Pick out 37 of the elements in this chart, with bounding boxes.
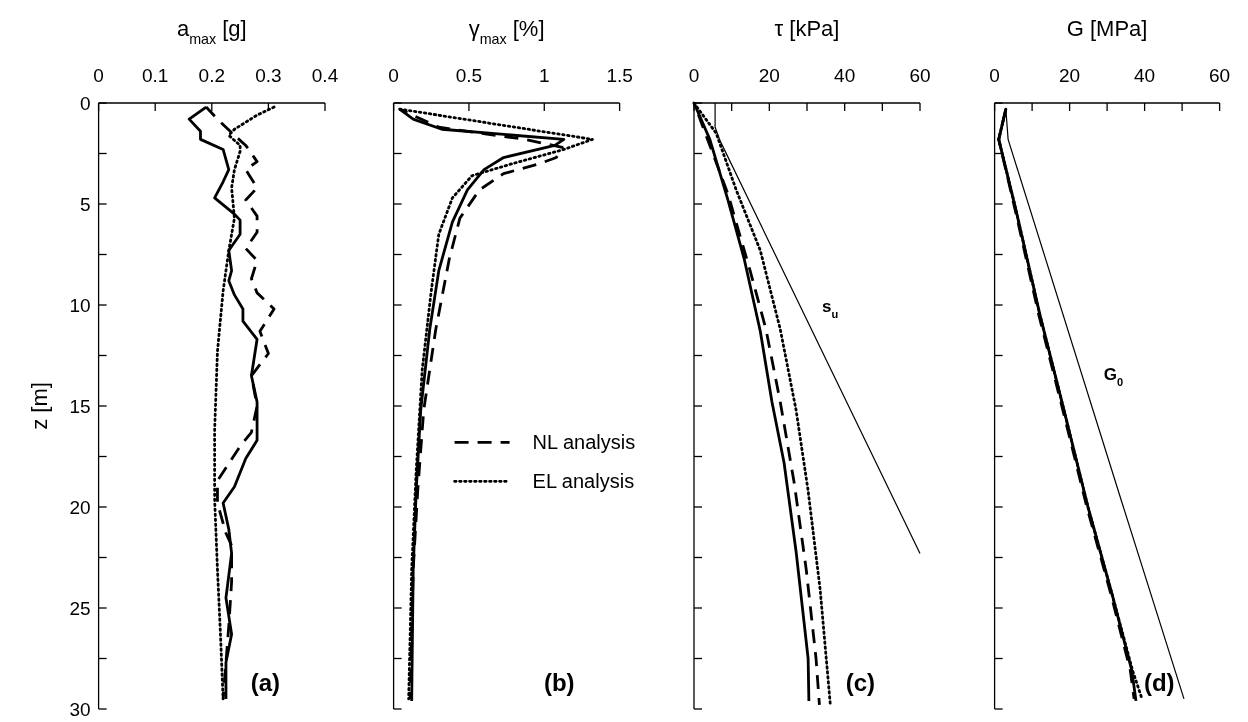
x-tick-label: 0.4 <box>311 65 339 86</box>
y-axis-title: z [m] <box>26 382 52 430</box>
x-tick-label: 20 <box>758 65 780 86</box>
series-label: s$_{u}$ <box>821 296 839 320</box>
x-tick-label: 0 <box>388 65 399 86</box>
y-tick-label: 15 <box>69 396 91 417</box>
x-tick-label: 0 <box>989 65 1000 86</box>
x-tick-label: 0.1 <box>141 65 169 86</box>
x-tick-label: 0.3 <box>255 65 282 86</box>
x-tick-label: 40 <box>834 65 856 86</box>
y-tick-label: 0 <box>80 93 91 114</box>
y-tick-label: 10 <box>69 295 91 316</box>
legend-label: EL analysis <box>532 470 635 493</box>
x-axis-title: G [MPa] <box>1066 16 1148 41</box>
x-tick-label: 0 <box>93 65 104 86</box>
series-label: G$_{0}$ <box>1103 365 1124 389</box>
x-tick-label: 0.2 <box>198 65 226 86</box>
x-axis-title: γ$_{max}$ [%] <box>468 16 545 47</box>
y-tick-label: 30 <box>69 699 91 720</box>
x-tick-label: 0.5 <box>455 65 483 86</box>
x-tick-label: 1.5 <box>606 65 633 86</box>
legend-label: NL analysis <box>532 431 636 454</box>
x-tick-label: 1 <box>538 65 550 86</box>
y-tick-label: 5 <box>80 194 91 215</box>
x-tick-label: 20 <box>1059 65 1081 86</box>
annotation: (d) <box>1143 669 1175 696</box>
x-tick-label: 60 <box>909 65 931 86</box>
x-tick-label: 60 <box>1209 65 1231 86</box>
y-tick-label: 20 <box>69 497 91 518</box>
annotation: (c) <box>845 669 875 696</box>
x-tick-label: 0 <box>688 65 700 86</box>
y-tick-label: 25 <box>69 598 91 619</box>
annotation: (a) <box>250 669 280 696</box>
x-tick-label: 40 <box>1134 65 1156 86</box>
x-axis-title: a$_{max}$ [g] <box>176 16 247 47</box>
x-axis-title: τ [kPa] <box>774 16 840 41</box>
annotation: (b) <box>543 669 575 696</box>
